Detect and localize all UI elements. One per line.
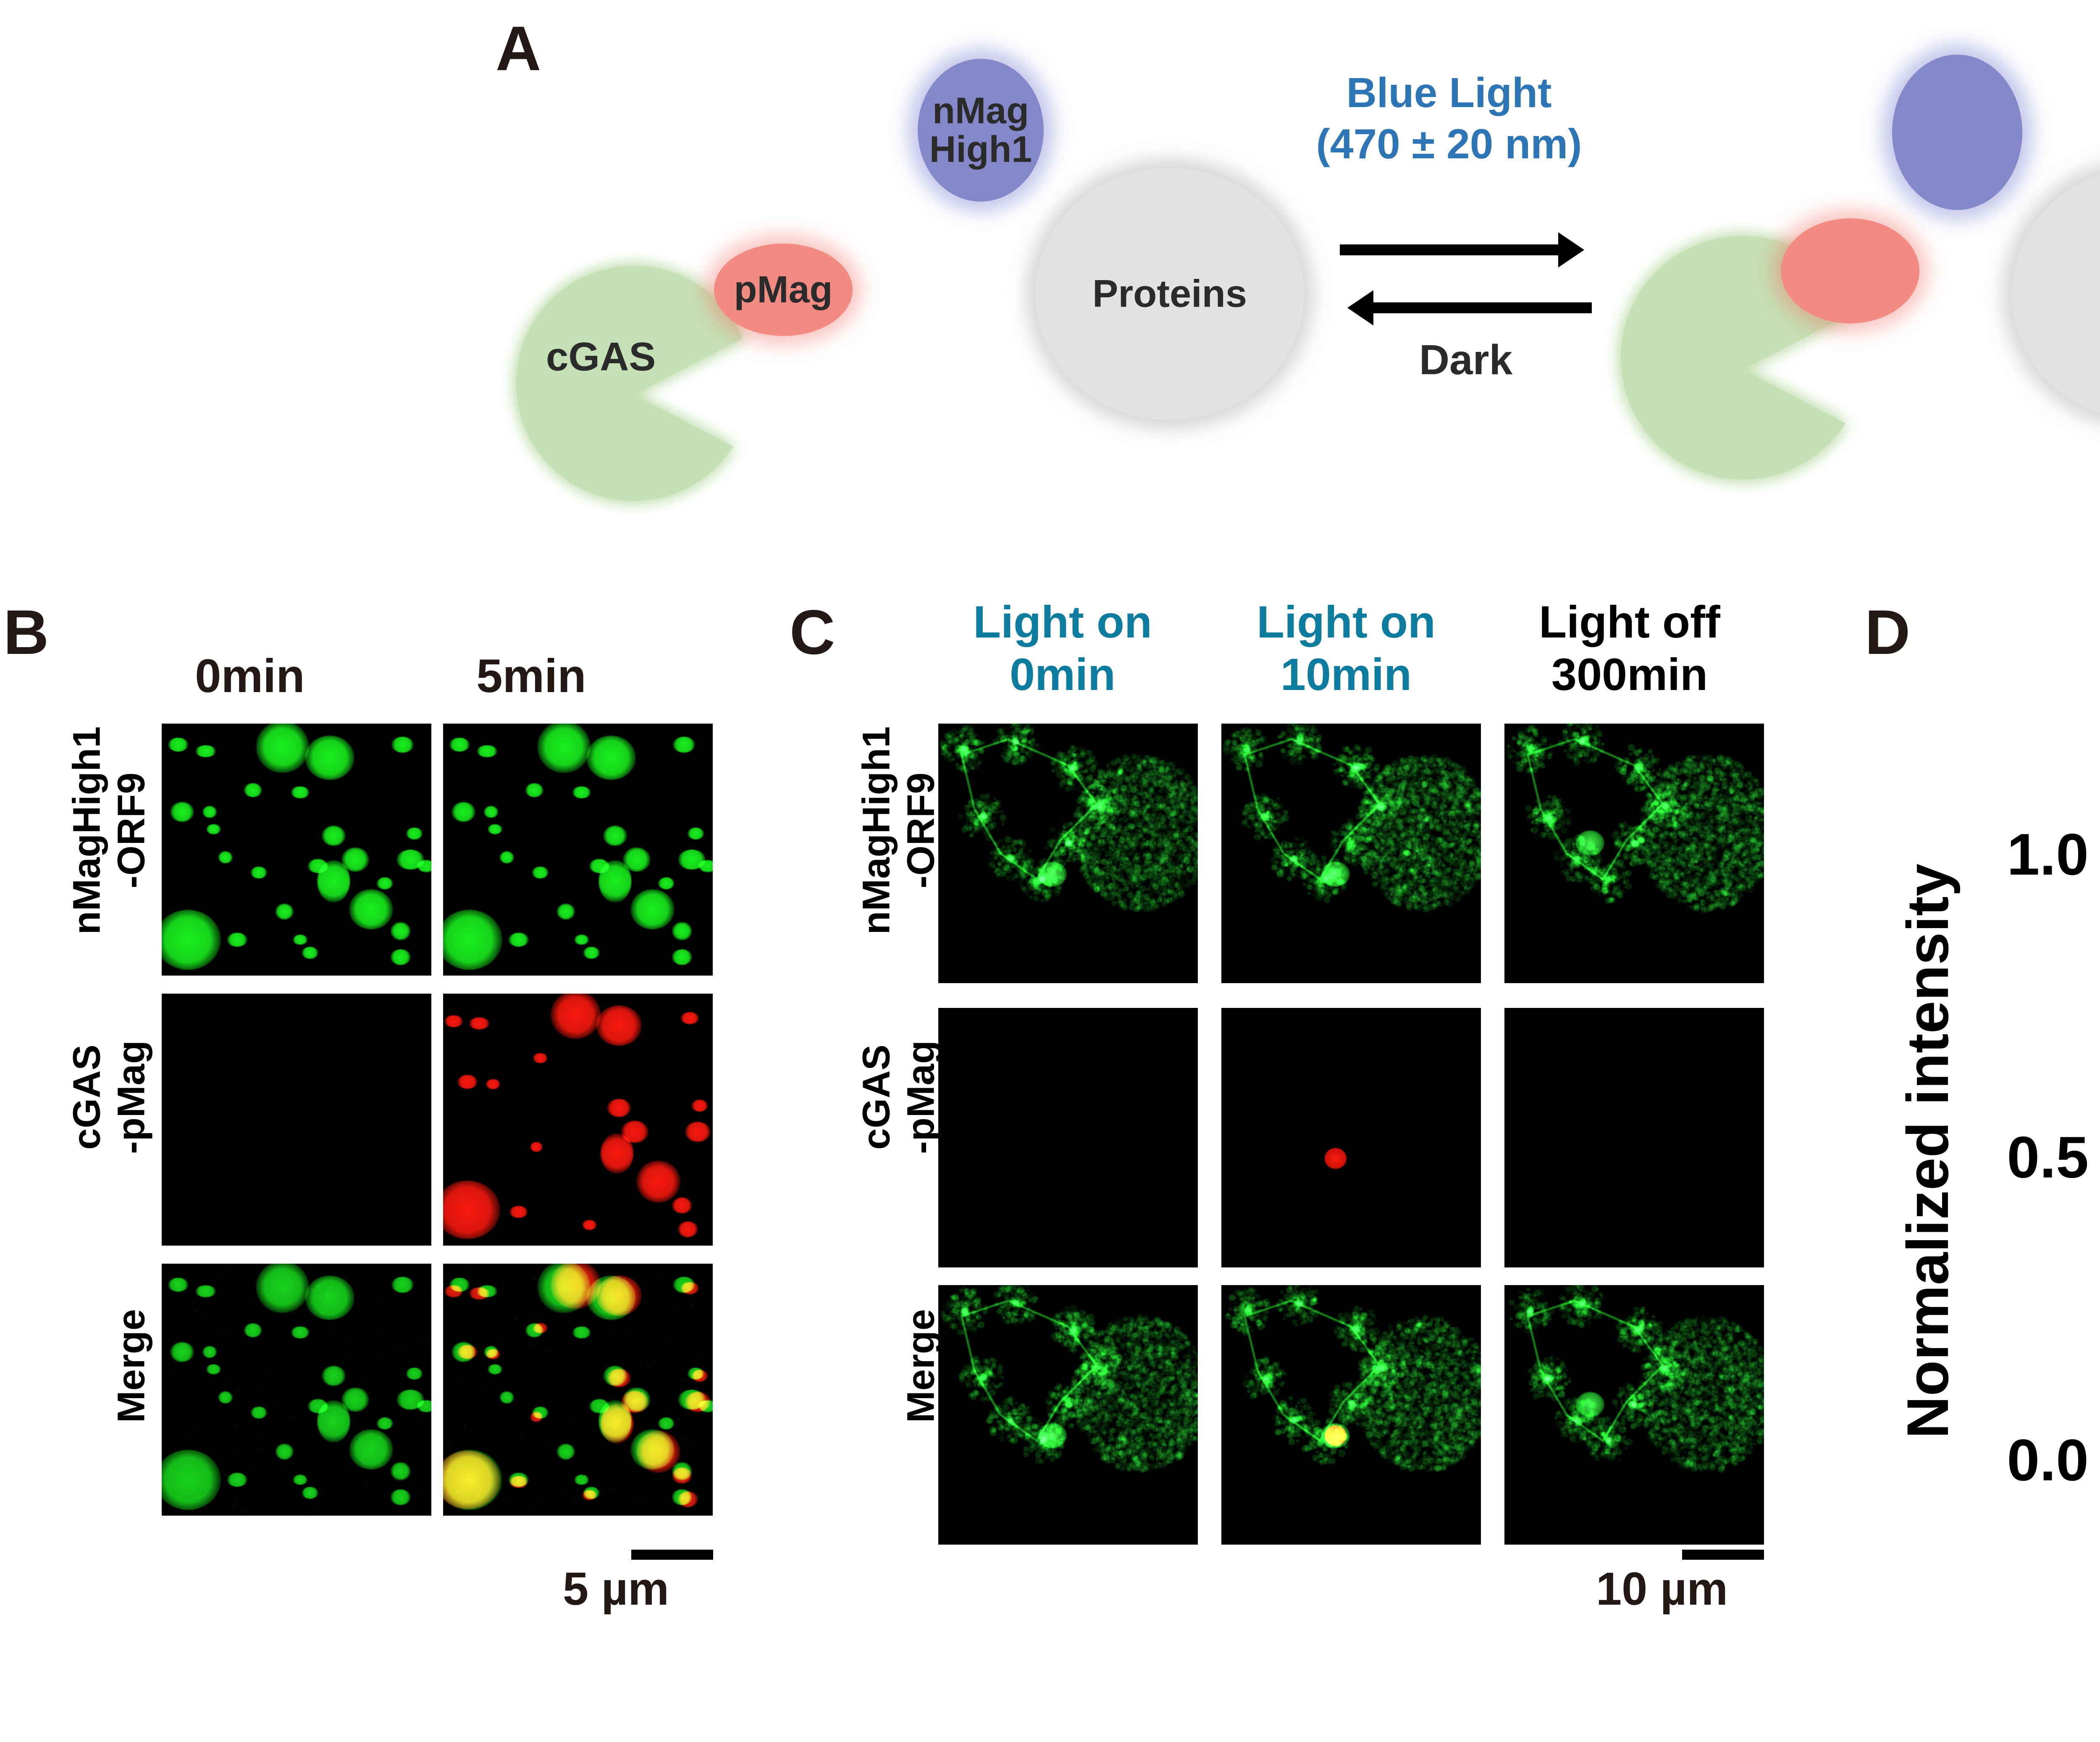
reverse-arrow bbox=[1340, 290, 1592, 328]
panel-b-row-label-0: nMagHigh1 bbox=[65, 705, 109, 957]
panel-c-row-label-0b: -ORF9 bbox=[899, 705, 943, 957]
cgas-label-left: cGAS bbox=[546, 334, 656, 379]
panel-c-row-0-top: nMagHigh1 bbox=[855, 726, 898, 935]
panel-b-image-r2c0 bbox=[162, 1264, 431, 1516]
chart-yticklabel-0: 0.0 bbox=[2007, 1427, 2089, 1493]
pmag-blob-left: pMag bbox=[714, 244, 853, 336]
panel-c-col-1-state: Light on bbox=[1257, 596, 1436, 647]
chart-yticklabel-1: 0.5 bbox=[2007, 1124, 2089, 1190]
panel-c-row-2-bottom: Merge bbox=[899, 1309, 942, 1423]
panel-b-image-r2c1 bbox=[443, 1264, 713, 1516]
panel-c-image-r2c2 bbox=[1504, 1285, 1764, 1545]
nmag-label-left: nMag High1 bbox=[918, 89, 1044, 170]
panel-c-image-r0c1 bbox=[1221, 724, 1481, 983]
nmag-blob-left: nMag High1 bbox=[918, 59, 1044, 202]
panel-c-row-label-2: Merge bbox=[899, 1240, 943, 1492]
panel-letter-d: D bbox=[1865, 597, 1910, 667]
panel-b-row-label-1b: -pMag bbox=[110, 971, 154, 1223]
panel-c-row-label-0: nMagHigh1 bbox=[855, 705, 899, 957]
panel-c-col-header-0: Light on 0min bbox=[937, 596, 1189, 701]
panel-b-scalebar bbox=[631, 1550, 713, 1560]
dark-label: Dark bbox=[1419, 336, 1513, 383]
panel-b-row-0-bottom: -ORF9 bbox=[110, 772, 153, 889]
panel-b-image-r1c1 bbox=[443, 994, 713, 1246]
blue-light-line2: (470 ± 20 nm) bbox=[1316, 121, 1582, 168]
panel-c-scalebar-label: 10 µm bbox=[1596, 1563, 1728, 1615]
chart-xlabel: Time (min) bbox=[2083, 1634, 2100, 1702]
panel-c-image-r1c0 bbox=[938, 1008, 1198, 1267]
panel-letter-b: B bbox=[3, 597, 49, 667]
chart-ylabel: Normalized intensity bbox=[1895, 863, 1961, 1439]
proteins-blob-right bbox=[2012, 168, 2100, 420]
panel-b-col-header-1: 5min bbox=[476, 650, 586, 702]
panel-c-row-0-bottom: -ORF9 bbox=[899, 772, 942, 889]
panel-c-col-0-state: Light on bbox=[973, 596, 1152, 647]
panel-b-row-1-top: cGAS bbox=[65, 1044, 108, 1150]
panel-b-image-r0c1 bbox=[443, 724, 713, 976]
panel-b-row-1-bottom: -pMag bbox=[110, 1040, 153, 1154]
proteins-blob-left: Proteins bbox=[1035, 168, 1304, 420]
panel-c-col-header-2: Light off 300min bbox=[1504, 596, 1756, 701]
blue-light-line1: Blue Light bbox=[1346, 69, 1552, 116]
panel-c-image-r1c1 bbox=[1221, 1008, 1481, 1267]
panel-d-chart: 0510152025300.00.51.0nMagHigh1-ORF9cGAS-… bbox=[1848, 655, 2100, 1742]
panel-c-image-r2c1 bbox=[1221, 1285, 1481, 1545]
nmag-blob-right bbox=[1892, 55, 2022, 210]
panel-c-row-1-bottom: -pMag bbox=[899, 1040, 942, 1154]
chart-plot-area: 0510152025300.00.51.0nMagHigh1-ORF9cGAS-… bbox=[2007, 821, 2089, 1493]
panel-b-image-r1c0 bbox=[162, 994, 431, 1246]
pmag-blob-right bbox=[1781, 218, 1919, 323]
panel-b-col-header-0: 0min bbox=[195, 650, 305, 702]
panel-c-image-r2c0 bbox=[938, 1285, 1198, 1545]
panel-c-col-2-time: 300min bbox=[1551, 649, 1708, 700]
panel-c-image-r0c2 bbox=[1504, 724, 1764, 983]
blue-light-label: Blue Light (470 ± 20 nm) bbox=[1260, 67, 1638, 170]
panel-letter-a: A bbox=[496, 13, 541, 84]
panel-c-col-1-time: 10min bbox=[1280, 649, 1412, 700]
panel-b-row-2-bottom: Merge bbox=[110, 1309, 153, 1423]
panel-b-row-label-2: Merge bbox=[110, 1240, 154, 1492]
panel-b-row-0-top: nMagHigh1 bbox=[65, 726, 108, 935]
forward-arrow bbox=[1340, 232, 1592, 270]
panel-c-image-r1c2 bbox=[1504, 1008, 1764, 1267]
panel-c-row-label-1: cGAS bbox=[855, 971, 899, 1223]
panel-b-image-r0c0 bbox=[162, 724, 431, 976]
panel-letter-c: C bbox=[790, 597, 835, 667]
pmag-label-left: pMag bbox=[734, 268, 833, 311]
cgas-shape-left bbox=[516, 265, 752, 512]
panel-b-row-label-0b: -ORF9 bbox=[110, 705, 154, 957]
panel-c-row-1-top: cGAS bbox=[855, 1044, 898, 1150]
nmag-label-line2: High1 bbox=[929, 129, 1032, 170]
chart-yticklabel-2: 1.0 bbox=[2007, 821, 2089, 887]
proteins-label-left: Proteins bbox=[1092, 272, 1247, 315]
panel-c-row-label-1b: -pMag bbox=[899, 971, 943, 1223]
panel-c-scalebar bbox=[1682, 1550, 1764, 1560]
panel-c-image-r0c0 bbox=[938, 724, 1198, 983]
panel-b-row-label-1: cGAS bbox=[65, 971, 109, 1223]
nmag-label-line1: nMag bbox=[932, 89, 1029, 131]
panel-c-col-header-1: Light on 10min bbox=[1220, 596, 1472, 701]
panel-c-col-0-time: 0min bbox=[1009, 649, 1116, 700]
panel-b-scalebar-label: 5 µm bbox=[563, 1563, 669, 1615]
panel-c-col-2-state: Light off bbox=[1539, 596, 1720, 647]
